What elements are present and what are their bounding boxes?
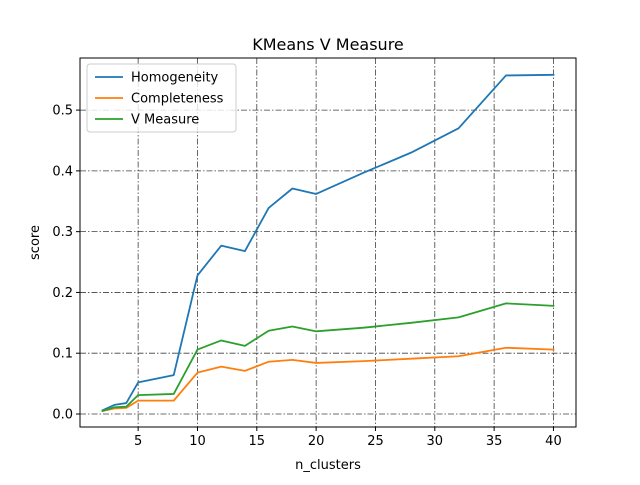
x-tick-label-1: 10 bbox=[189, 434, 206, 449]
series-line-completeness bbox=[101, 346, 555, 413]
x-tick-label-4: 25 bbox=[367, 434, 384, 449]
x-tick-label-6: 35 bbox=[486, 434, 503, 449]
y-tick-label-0: 0.0 bbox=[52, 407, 73, 422]
legend-label-v-measure: V Measure bbox=[131, 113, 199, 128]
y-tick-label-5: 0.5 bbox=[52, 104, 73, 119]
legend-label-homogeneity: Homogeneity bbox=[131, 71, 219, 86]
plot-area-frame bbox=[79, 57, 577, 428]
chart-title: KMeans V Measure bbox=[252, 35, 404, 54]
legend-box bbox=[86, 63, 237, 133]
x-tick-label-2: 15 bbox=[249, 434, 266, 449]
y-axis-ticks: 0.0 0.1 0.2 0.3 0.4 0.5 bbox=[52, 104, 80, 422]
y-tick-label-2: 0.2 bbox=[52, 286, 73, 301]
x-tick-label-7: 40 bbox=[545, 434, 562, 449]
legend: Homogeneity Completeness V Measure bbox=[86, 63, 237, 133]
y-tick-label-3: 0.3 bbox=[52, 225, 73, 240]
series-line-homogeneity bbox=[101, 73, 555, 412]
y-tick-label-4: 0.4 bbox=[52, 164, 73, 179]
series-group bbox=[101, 73, 555, 413]
x-axis-label: n_clusters bbox=[295, 458, 361, 473]
series-line-v-measure bbox=[101, 302, 555, 413]
legend-label-completeness: Completeness bbox=[131, 92, 224, 107]
y-axis-label: score bbox=[28, 225, 43, 260]
y-tick-label-1: 0.1 bbox=[52, 347, 73, 362]
x-tick-label-3: 20 bbox=[308, 434, 325, 449]
x-tick-label-5: 30 bbox=[427, 434, 444, 449]
x-axis-ticks: 5 10 15 20 25 30 35 40 bbox=[134, 427, 562, 449]
x-tick-label-0: 5 bbox=[134, 434, 142, 449]
